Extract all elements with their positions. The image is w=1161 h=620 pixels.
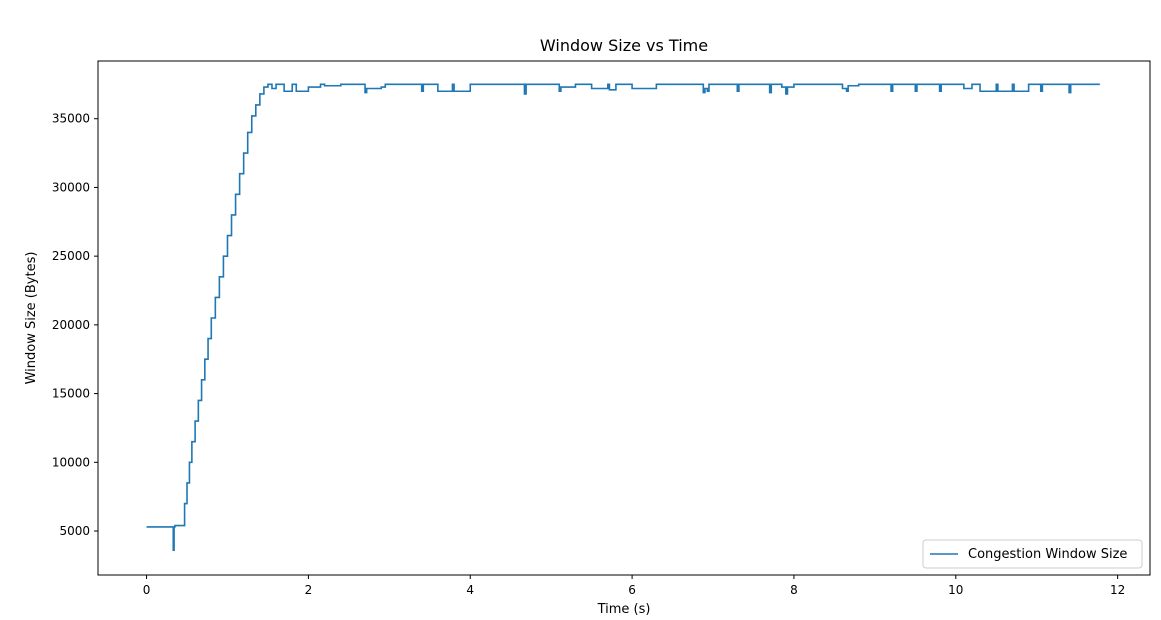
- y-tick-label: 5000: [59, 524, 90, 538]
- x-tick-label: 10: [948, 583, 963, 597]
- x-tick-label: 8: [790, 583, 798, 597]
- legend: Congestion Window Size: [922, 539, 1143, 569]
- x-tick-label: 0: [143, 583, 151, 597]
- plot-frame: [97, 60, 1151, 576]
- y-tick-label: 10000: [52, 455, 90, 469]
- y-tick-label: 35000: [52, 112, 90, 126]
- x-tick-label: 12: [1110, 583, 1125, 597]
- y-tick-label: 20000: [52, 318, 90, 332]
- legend-box: [922, 539, 1143, 569]
- legend-label: Congestion Window Size: [968, 547, 1127, 562]
- y-axis: 5000 10000 15000 20000 25000 30000 35000: [52, 112, 98, 538]
- chart-title: Window Size vs Time: [540, 36, 708, 55]
- x-axis-label: Time (s): [597, 602, 651, 617]
- y-tick-label: 30000: [52, 180, 90, 194]
- plot-area: [146, 83, 1100, 552]
- series-line: [146, 83, 1100, 552]
- x-tick-label: 6: [628, 583, 636, 597]
- y-tick-label: 15000: [52, 387, 90, 401]
- y-axis-label: Window Size (Bytes): [24, 252, 39, 385]
- x-tick-label: 4: [466, 583, 474, 597]
- y-tick-label: 25000: [52, 249, 90, 263]
- x-tick-label: 2: [305, 583, 313, 597]
- x-axis: 0 2 4 6 8 10 12: [143, 575, 1125, 597]
